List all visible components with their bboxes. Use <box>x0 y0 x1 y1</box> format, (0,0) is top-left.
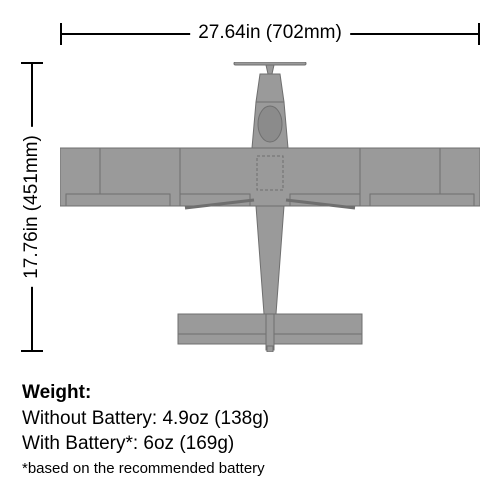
weight-specs: Weight: Without Battery: 4.9oz (138g) Wi… <box>22 380 269 479</box>
length-label: 17.76in (451mm) <box>21 127 43 287</box>
weight-title: Weight: <box>22 380 269 406</box>
weight-with-battery: With Battery*: 6oz (169g) <box>22 431 269 457</box>
aircraft-icon <box>60 62 480 352</box>
spec-diagram: 27.64in (702mm) 17.76in (451mm) <box>0 0 500 500</box>
weight-footnote: *based on the recommended battery <box>22 459 269 479</box>
weight-without-battery: Without Battery: 4.9oz (138g) <box>22 406 269 432</box>
aircraft-silhouette <box>60 62 480 352</box>
wingspan-label: 27.64in (702mm) <box>190 22 350 44</box>
